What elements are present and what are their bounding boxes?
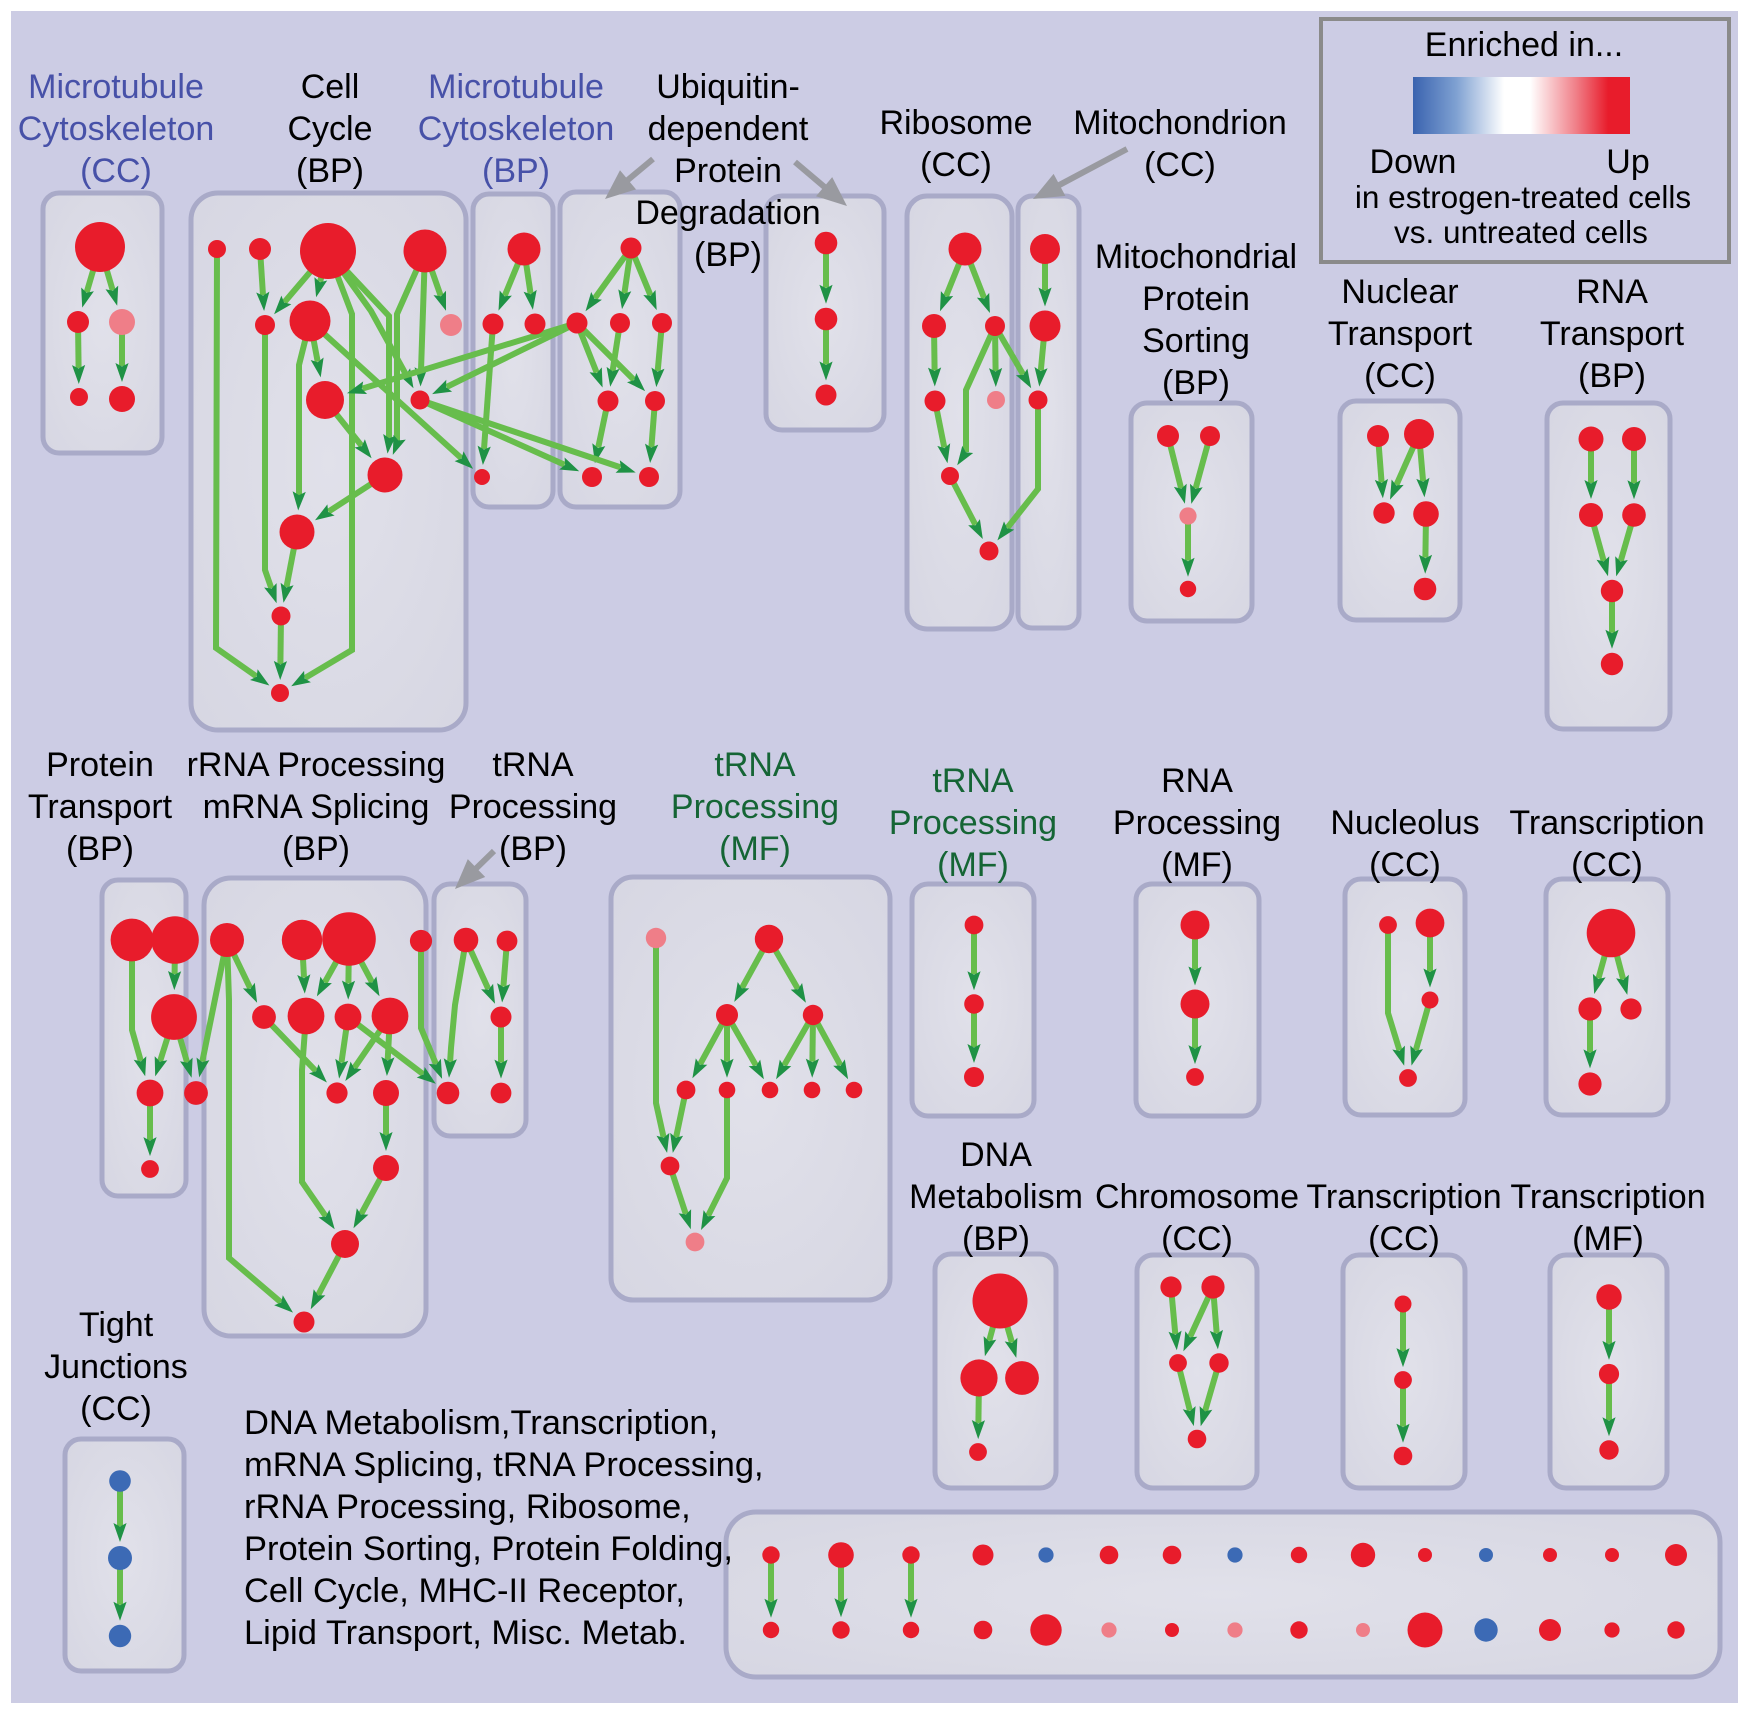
svg-text:tRNA: tRNA bbox=[492, 746, 574, 784]
svg-text:Mitochondrial: Mitochondrial bbox=[1095, 238, 1297, 276]
svg-text:Cytoskeleton: Cytoskeleton bbox=[18, 110, 215, 148]
svg-text:Tight: Tight bbox=[79, 1306, 154, 1344]
svg-text:(CC): (CC) bbox=[1161, 1220, 1233, 1258]
svg-text:Protein Sorting, Protein Foldi: Protein Sorting, Protein Folding, bbox=[244, 1530, 733, 1568]
svg-text:(BP): (BP) bbox=[66, 830, 134, 868]
svg-text:Nuclear: Nuclear bbox=[1341, 273, 1458, 311]
svg-text:Junctions: Junctions bbox=[44, 1348, 188, 1386]
svg-text:DNA Metabolism,Transcription,: DNA Metabolism,Transcription, bbox=[244, 1404, 718, 1442]
svg-text:mRNA Splicing, tRNA Processing: mRNA Splicing, tRNA Processing, bbox=[244, 1446, 764, 1484]
svg-text:Protein: Protein bbox=[674, 152, 782, 190]
svg-text:Microtubule: Microtubule bbox=[28, 68, 204, 106]
svg-text:Processing: Processing bbox=[889, 804, 1057, 842]
svg-text:(BP): (BP) bbox=[962, 1220, 1030, 1258]
svg-text:(BP): (BP) bbox=[282, 830, 350, 868]
svg-text:(MF): (MF) bbox=[719, 830, 791, 868]
svg-text:Cycle: Cycle bbox=[287, 110, 372, 148]
svg-text:(CC): (CC) bbox=[1368, 1220, 1440, 1258]
svg-text:dependent: dependent bbox=[648, 110, 809, 148]
svg-text:Metabolism: Metabolism bbox=[909, 1178, 1083, 1216]
svg-text:vs. untreated cells: vs. untreated cells bbox=[1394, 214, 1648, 250]
svg-text:Cytoskeleton: Cytoskeleton bbox=[418, 110, 615, 148]
svg-text:Down: Down bbox=[1370, 143, 1457, 181]
svg-text:RNA: RNA bbox=[1161, 762, 1233, 800]
svg-text:Mitochondrion: Mitochondrion bbox=[1073, 104, 1287, 142]
svg-text:(BP): (BP) bbox=[296, 152, 364, 190]
svg-text:(CC): (CC) bbox=[80, 152, 152, 190]
svg-text:(MF): (MF) bbox=[1161, 846, 1233, 884]
svg-text:(CC): (CC) bbox=[1571, 846, 1643, 884]
svg-text:Protein: Protein bbox=[46, 746, 154, 784]
svg-text:(BP): (BP) bbox=[482, 152, 550, 190]
svg-text:Processing: Processing bbox=[1113, 804, 1281, 842]
svg-text:mRNA Splicing: mRNA Splicing bbox=[203, 788, 430, 826]
svg-text:Transcription: Transcription bbox=[1306, 1178, 1501, 1216]
svg-text:(CC): (CC) bbox=[920, 146, 992, 184]
svg-text:(BP): (BP) bbox=[1162, 364, 1230, 402]
svg-text:in estrogen-treated cells: in estrogen-treated cells bbox=[1355, 179, 1691, 215]
svg-text:Cell Cycle, MHC-II Receptor,: Cell Cycle, MHC-II Receptor, bbox=[244, 1572, 685, 1610]
svg-text:Transcription: Transcription bbox=[1510, 1178, 1705, 1216]
svg-text:Ribosome: Ribosome bbox=[879, 104, 1032, 142]
svg-text:tRNA: tRNA bbox=[932, 762, 1014, 800]
svg-text:Up: Up bbox=[1606, 143, 1649, 181]
svg-text:Processing: Processing bbox=[671, 788, 839, 826]
svg-text:tRNA: tRNA bbox=[714, 746, 796, 784]
svg-text:Transport: Transport bbox=[28, 788, 173, 826]
svg-text:(CC): (CC) bbox=[1144, 146, 1216, 184]
svg-text:Degradation: Degradation bbox=[635, 194, 820, 232]
svg-text:(BP): (BP) bbox=[694, 236, 762, 274]
svg-text:Chromosome: Chromosome bbox=[1095, 1178, 1299, 1216]
svg-text:Transport: Transport bbox=[1328, 315, 1473, 353]
svg-text:Sorting: Sorting bbox=[1142, 322, 1250, 360]
svg-text:RNA: RNA bbox=[1576, 273, 1648, 311]
svg-text:Nucleolus: Nucleolus bbox=[1330, 804, 1479, 842]
svg-text:(CC): (CC) bbox=[1364, 357, 1436, 395]
svg-text:Ubiquitin-: Ubiquitin- bbox=[656, 68, 800, 106]
svg-text:(MF): (MF) bbox=[1572, 1220, 1644, 1258]
svg-text:Microtubule: Microtubule bbox=[428, 68, 604, 106]
svg-text:(MF): (MF) bbox=[937, 846, 1009, 884]
svg-text:(BP): (BP) bbox=[499, 830, 567, 868]
svg-text:Cell: Cell bbox=[301, 68, 360, 106]
svg-text:Enriched in...: Enriched in... bbox=[1425, 26, 1623, 64]
svg-text:Protein: Protein bbox=[1142, 280, 1250, 318]
svg-text:DNA: DNA bbox=[960, 1136, 1032, 1174]
svg-text:rRNA Processing, Ribosome,: rRNA Processing, Ribosome, bbox=[244, 1488, 691, 1526]
svg-text:Processing: Processing bbox=[449, 788, 617, 826]
svg-text:(CC): (CC) bbox=[80, 1390, 152, 1428]
svg-text:Transcription: Transcription bbox=[1509, 804, 1704, 842]
svg-text:Lipid Transport, Misc. Metab.: Lipid Transport, Misc. Metab. bbox=[244, 1614, 687, 1652]
svg-text:(BP): (BP) bbox=[1578, 357, 1646, 395]
svg-text:rRNA Processing: rRNA Processing bbox=[187, 746, 446, 784]
svg-text:(CC): (CC) bbox=[1369, 846, 1441, 884]
svg-text:Transport: Transport bbox=[1540, 315, 1685, 353]
